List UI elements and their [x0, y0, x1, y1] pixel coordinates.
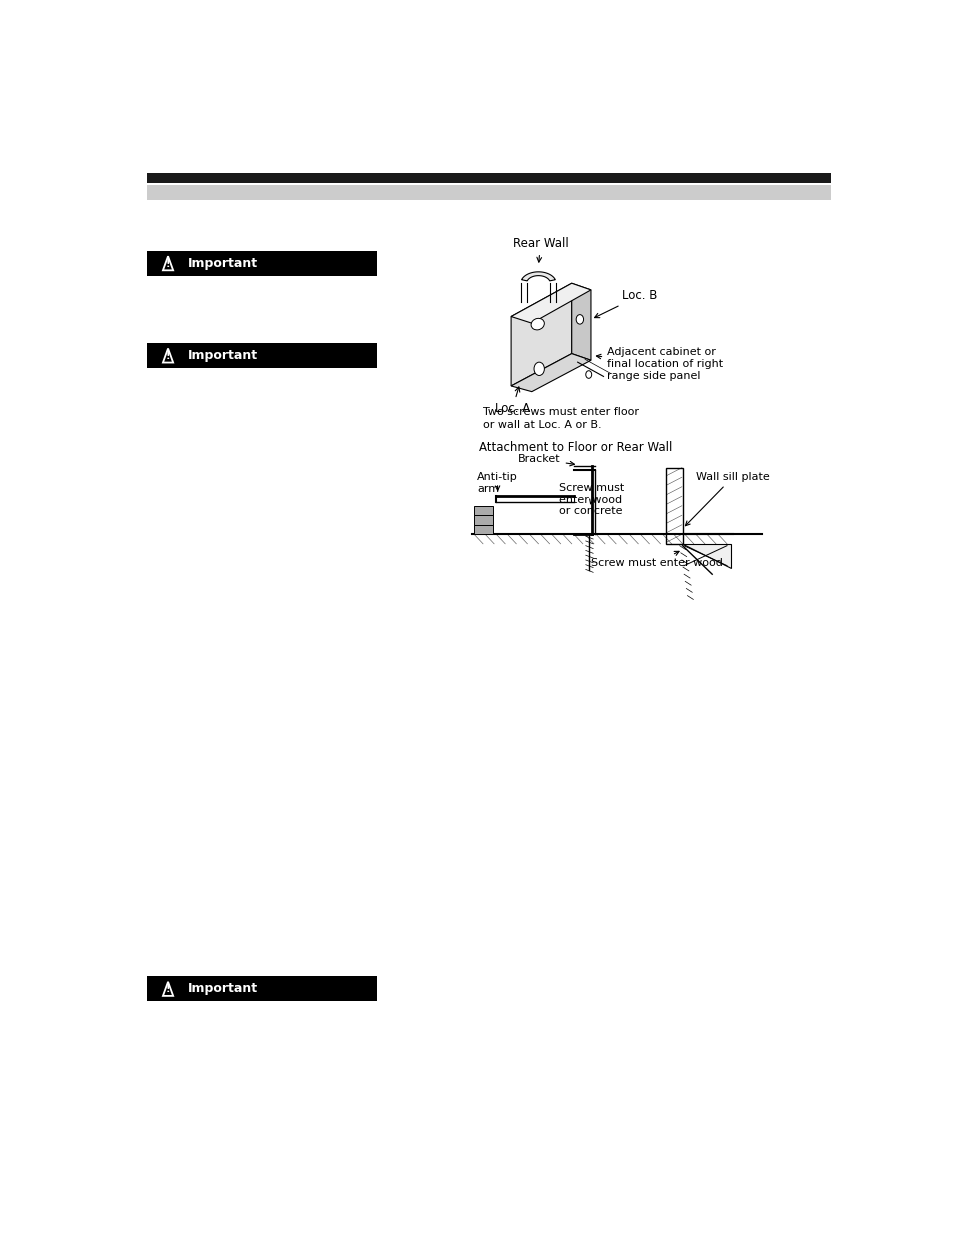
FancyBboxPatch shape: [474, 525, 492, 535]
Text: Rear Wall: Rear Wall: [512, 237, 568, 262]
Polygon shape: [511, 353, 590, 391]
Ellipse shape: [531, 319, 544, 330]
Polygon shape: [511, 283, 571, 385]
Text: Screw must enter wood: Screw must enter wood: [590, 551, 722, 568]
FancyBboxPatch shape: [147, 251, 376, 275]
Text: Loc. B: Loc. B: [594, 289, 657, 317]
Text: Wall sill plate: Wall sill plate: [684, 472, 769, 526]
Text: !: !: [166, 984, 171, 994]
Text: Loc. A: Loc. A: [495, 387, 530, 415]
Text: !: !: [166, 259, 171, 269]
FancyBboxPatch shape: [474, 515, 492, 525]
FancyBboxPatch shape: [147, 343, 376, 368]
Text: Two screws must enter floor
or wall at Loc. A or B.: Two screws must enter floor or wall at L…: [482, 406, 639, 430]
Text: !: !: [166, 351, 171, 361]
FancyBboxPatch shape: [147, 185, 830, 200]
Polygon shape: [571, 283, 590, 361]
FancyBboxPatch shape: [474, 506, 492, 515]
Text: Anti-tip
arm: Anti-tip arm: [476, 472, 517, 494]
Text: Adjacent cabinet or
final location of right
range side panel: Adjacent cabinet or final location of ri…: [596, 347, 722, 380]
Circle shape: [534, 362, 544, 375]
Text: Important: Important: [188, 982, 258, 995]
Circle shape: [576, 315, 583, 324]
Text: Attachment to Floor or Rear Wall: Attachment to Floor or Rear Wall: [479, 441, 672, 454]
Polygon shape: [682, 543, 730, 568]
Text: Screw must
enter wood
or concrete: Screw must enter wood or concrete: [558, 483, 624, 516]
FancyBboxPatch shape: [147, 977, 376, 1002]
Text: Bracket: Bracket: [517, 454, 574, 466]
Text: Important: Important: [188, 257, 258, 269]
Text: Important: Important: [188, 350, 258, 362]
Polygon shape: [511, 283, 590, 324]
Polygon shape: [521, 272, 555, 280]
FancyBboxPatch shape: [147, 173, 830, 183]
Circle shape: [585, 370, 591, 378]
